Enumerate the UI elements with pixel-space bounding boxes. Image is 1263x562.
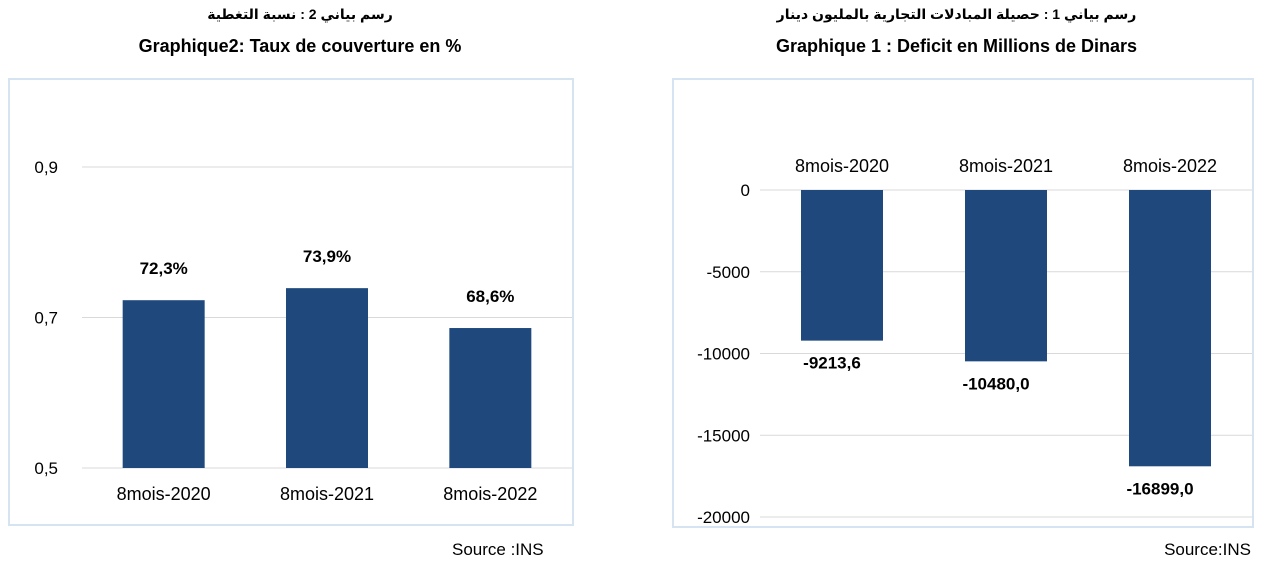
data-label: 72,3% [140, 259, 188, 278]
bar [449, 328, 532, 468]
bar [965, 190, 1047, 362]
x-tick-label: 8mois-2020 [117, 484, 211, 504]
coverage-chart-panel: رسم بياني 2 : نسبة التغطية Graphique2: T… [0, 0, 600, 562]
deficit-chart-panel: رسم بياني 1 : حصيلة المبادلات التجارية ب… [650, 0, 1263, 562]
deficit-chart-frame [672, 78, 1254, 528]
x-tick-label: 8mois-2021 [959, 156, 1053, 176]
y-tick-label: -20000 [697, 508, 750, 527]
x-tick-label: 8mois-2021 [280, 484, 374, 504]
x-tick-label: 8mois-2020 [795, 156, 889, 176]
deficit-chart-source: Source:INS [1164, 540, 1251, 559]
coverage-chart-frame [8, 78, 574, 526]
y-tick-label: 0,9 [34, 158, 58, 177]
x-tick-label: 8mois-2022 [1123, 156, 1217, 176]
data-label: -10480,0 [962, 374, 1029, 393]
data-label: 68,6% [466, 287, 514, 306]
data-label: -9213,6 [803, 354, 861, 373]
deficit-chart-plot: 0 -5000 -10000 -15000 -20000 8mois-2020 -9213,… [697, 156, 1252, 527]
y-tick-label: -10000 [697, 345, 750, 364]
coverage-chart-title: Graphique2: Taux de couverture en % [138, 36, 462, 56]
coverage-chart-source: Source :INS [452, 540, 544, 559]
y-tick-label: -5000 [707, 263, 750, 282]
deficit-chart-title-arabic: رسم بياني 1 : حصيلة المبادلات التجارية ب… [776, 6, 1137, 22]
bar [286, 288, 368, 468]
bar [1129, 190, 1211, 467]
x-tick-label: 8mois-2022 [443, 484, 537, 504]
bar [801, 190, 883, 341]
bar [122, 300, 205, 468]
coverage-chart-title-arabic: رسم بياني 2 : نسبة التغطية [207, 6, 393, 22]
data-label: -16899,0 [1126, 479, 1193, 498]
y-tick-label: 0 [741, 181, 750, 200]
y-tick-label: 0,7 [34, 309, 58, 328]
y-tick-label: -15000 [697, 426, 750, 445]
coverage-chart-plot: 0,5 0,7 0,9 72,3% 8mois-2020 73,9% 8mois-2021 6… [34, 158, 572, 504]
data-label: 73,9% [303, 247, 351, 266]
y-tick-label: 0,5 [34, 459, 58, 478]
deficit-chart-title: Graphique 1 : Deficit en Millions de Din… [775, 36, 1138, 56]
